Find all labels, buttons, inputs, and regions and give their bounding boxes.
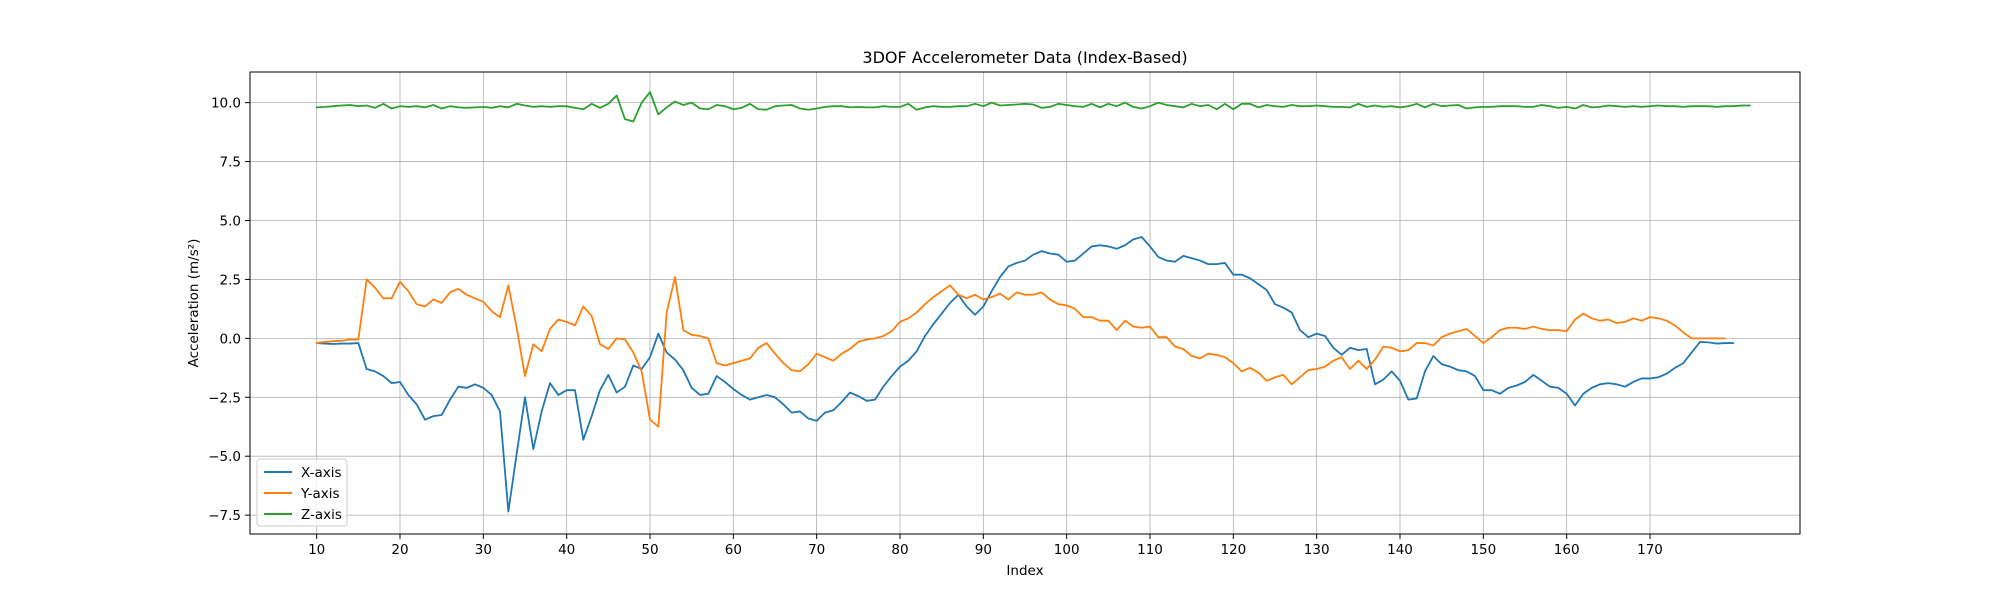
x-tick-label: 30 [475, 542, 492, 558]
legend-label-x-axis: X-axis [301, 465, 342, 481]
x-tick-label: 160 [1554, 542, 1580, 558]
x-tick-label: 120 [1220, 542, 1246, 558]
legend-frame [256, 458, 348, 527]
legend-label-y-axis: Y-axis [300, 486, 340, 502]
legend: X-axis Y-axis Z-axis [256, 458, 348, 527]
y-tick-label: 2.5 [220, 272, 241, 288]
series-line-x-axis [315, 236, 1735, 513]
y-tick-label: 10.0 [211, 96, 241, 112]
tick-layer: 10 20 30 40 50 60 70 80 90 100 110 120 130 140 150 160 1… [208, 96, 1663, 558]
y-tick-label: 7.5 [220, 155, 241, 171]
x-tick-label: 20 [391, 542, 408, 558]
x-tick-label: 130 [1304, 542, 1330, 558]
x-tick-label: 110 [1137, 542, 1163, 558]
y-axis-label: Acceleration (m/s²) [186, 239, 202, 368]
plot-frame [249, 71, 1801, 535]
y-tick-label: −7.5 [208, 508, 241, 524]
y-tick-label: −5.0 [208, 449, 241, 465]
legend-label-z-axis: Z-axis [301, 507, 342, 523]
x-tick-label: 100 [1054, 542, 1080, 558]
series-line-z-axis [315, 91, 1751, 123]
y-tick-label: 5.0 [220, 214, 241, 230]
x-tick-label: 70 [808, 542, 825, 558]
chart-title: 3DOF Accelerometer Data (Index-Based) [862, 48, 1187, 67]
x-tick-label: 150 [1470, 542, 1496, 558]
series-layer [315, 91, 1751, 513]
x-tick-label: 10 [308, 542, 325, 558]
x-tick-label: 90 [975, 542, 992, 558]
x-tick-label: 40 [558, 542, 575, 558]
x-tick-label: 170 [1637, 542, 1663, 558]
x-tick-label: 60 [725, 542, 742, 558]
x-tick-label: 80 [891, 542, 908, 558]
grid-layer [250, 72, 1800, 534]
y-tick-label: −2.5 [208, 390, 241, 406]
y-tick-label: 0.0 [220, 331, 241, 347]
x-tick-label: 50 [641, 542, 658, 558]
x-tick-label: 140 [1387, 542, 1413, 558]
x-axis-label: Index [1006, 563, 1043, 579]
series-line-y-axis [315, 276, 1726, 428]
